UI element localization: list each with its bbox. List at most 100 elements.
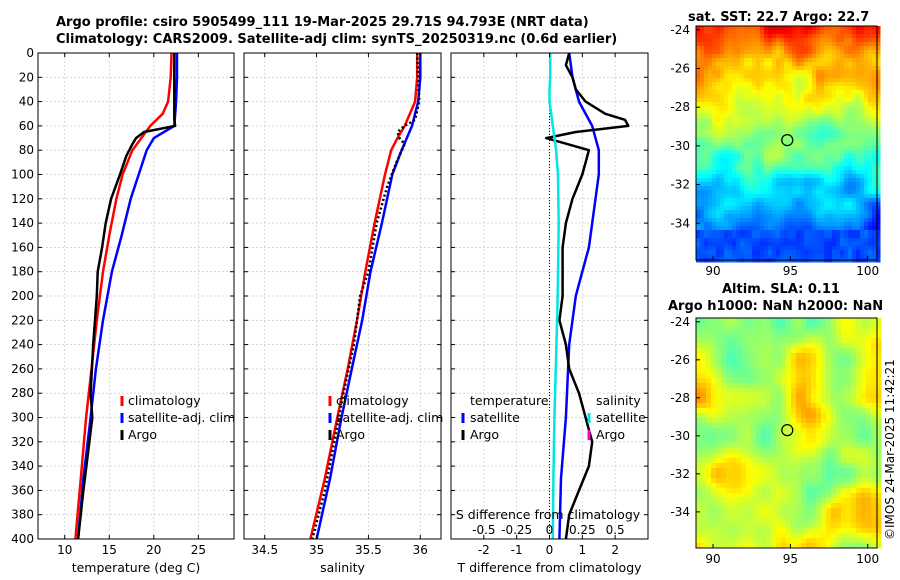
map-cell [800, 206, 805, 211]
map-cell [876, 523, 882, 529]
map-cell [796, 353, 802, 359]
map-cell [701, 383, 707, 389]
map-cell [736, 150, 741, 155]
map-cell [836, 393, 842, 399]
map-cell [828, 154, 833, 159]
map-cell [841, 343, 847, 349]
map-cell [731, 518, 737, 524]
map-cell [772, 218, 777, 223]
map-cell [848, 110, 853, 115]
map-cell [872, 162, 877, 167]
map-cell [806, 323, 812, 329]
map-cell [876, 98, 881, 103]
map-cell [796, 78, 801, 83]
map-cell [791, 423, 797, 429]
map-cell [736, 62, 741, 67]
map-cell [792, 118, 797, 123]
map-cell [772, 30, 777, 35]
map-cell [728, 90, 733, 95]
map-cell [806, 333, 812, 339]
map-cell [731, 523, 737, 529]
map-cell [728, 102, 733, 107]
map-cell [744, 54, 749, 59]
map-cell [760, 54, 765, 59]
map-cell [811, 543, 817, 549]
map-cell [801, 323, 807, 329]
map-cell [696, 34, 701, 39]
map-cell [776, 398, 782, 404]
map-cell [732, 134, 737, 139]
map-cell [706, 438, 712, 444]
map-cell [720, 150, 725, 155]
map-cell [844, 162, 849, 167]
map-cell [732, 174, 737, 179]
map-cell [744, 210, 749, 215]
map-cell [811, 423, 817, 429]
map-cell [832, 94, 837, 99]
map-cell [704, 126, 709, 131]
map-cell [701, 488, 707, 494]
map-cell [711, 518, 717, 524]
map-cell [746, 373, 752, 379]
map-cell [860, 54, 865, 59]
map-cell [832, 66, 837, 71]
map-cell [748, 170, 753, 175]
map-cell [820, 158, 825, 163]
x-tick-label: 10 [57, 543, 72, 557]
map-cell [828, 122, 833, 127]
map-cell [748, 166, 753, 171]
map-cell [828, 246, 833, 251]
map-cell [812, 102, 817, 107]
map-cell [826, 453, 832, 459]
map-cell [760, 86, 765, 91]
map-cell [876, 230, 881, 235]
map-cell [796, 343, 802, 349]
map-cell [796, 413, 802, 419]
map-cell [756, 34, 761, 39]
map-cell [860, 106, 865, 111]
map-cell [846, 488, 852, 494]
map-frame [695, 317, 878, 549]
map-cell [816, 90, 821, 95]
map-cell [792, 146, 797, 151]
map-cell [856, 182, 861, 187]
map-cell [706, 418, 712, 424]
map-cell [864, 142, 869, 147]
map-cell [764, 86, 769, 91]
map-cell [746, 403, 752, 409]
map-cell [811, 378, 817, 384]
map-cell [736, 202, 741, 207]
map-cell [720, 206, 725, 211]
map-cell [866, 478, 872, 484]
map-cell [871, 408, 877, 414]
map-cell [791, 413, 797, 419]
map-cell [792, 114, 797, 119]
map-cell [792, 138, 797, 143]
map-cell [704, 206, 709, 211]
map-cell [860, 142, 865, 147]
map-cell [844, 94, 849, 99]
map-cell [756, 468, 762, 474]
map-cell [844, 110, 849, 115]
map-cell [816, 182, 821, 187]
map-cell [776, 186, 781, 191]
map-cell [760, 214, 765, 219]
map-cell [731, 498, 737, 504]
map-cell [700, 166, 705, 171]
map-cell [868, 78, 873, 83]
map-cell [844, 78, 849, 83]
map-cell [786, 493, 792, 499]
map-cell [864, 26, 869, 31]
map-cell [772, 162, 777, 167]
map-cell [741, 503, 747, 509]
map-cell [848, 98, 853, 103]
map-cell [820, 250, 825, 255]
map-cell [696, 493, 702, 499]
map-cell [736, 46, 741, 51]
map-cell [764, 98, 769, 103]
map-cell [846, 443, 852, 449]
map-cell [816, 206, 821, 211]
map-cell [840, 230, 845, 235]
map-cell [808, 190, 813, 195]
map-cell [708, 34, 713, 39]
